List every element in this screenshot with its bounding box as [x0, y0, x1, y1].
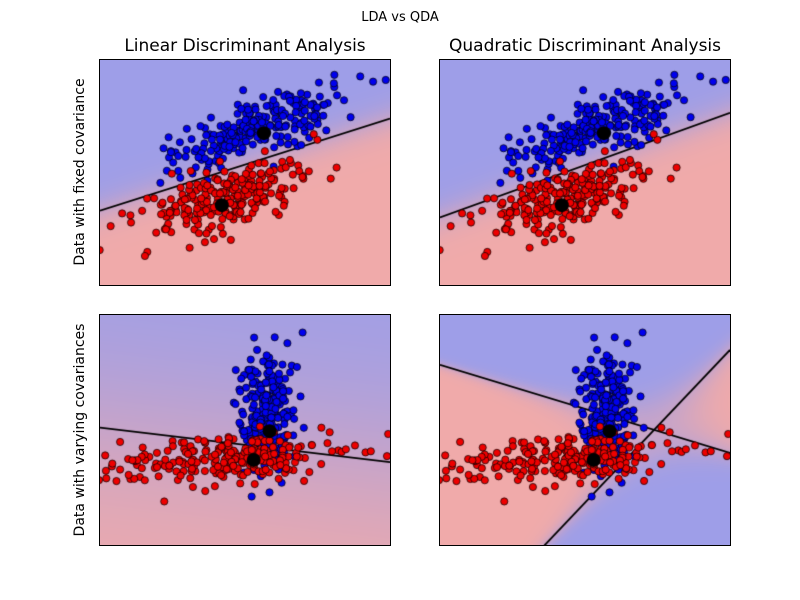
- subplot-title-lda: Linear Discriminant Analysis: [124, 36, 366, 56]
- subplot-lda-varying-covariances: [99, 314, 391, 546]
- row-label-varying-covariances: Data with varying covariances: [72, 323, 88, 537]
- row-label-fixed-covariance: Data with fixed covariance: [72, 78, 88, 266]
- figure-title: LDA vs QDA: [361, 10, 439, 25]
- subplot-qda-fixed-covariance: [439, 59, 731, 286]
- subplot-title-qda: Quadratic Discriminant Analysis: [449, 36, 721, 56]
- subplot-qda-varying-covariances: [439, 314, 731, 546]
- subplot-lda-fixed-covariance: [99, 59, 391, 286]
